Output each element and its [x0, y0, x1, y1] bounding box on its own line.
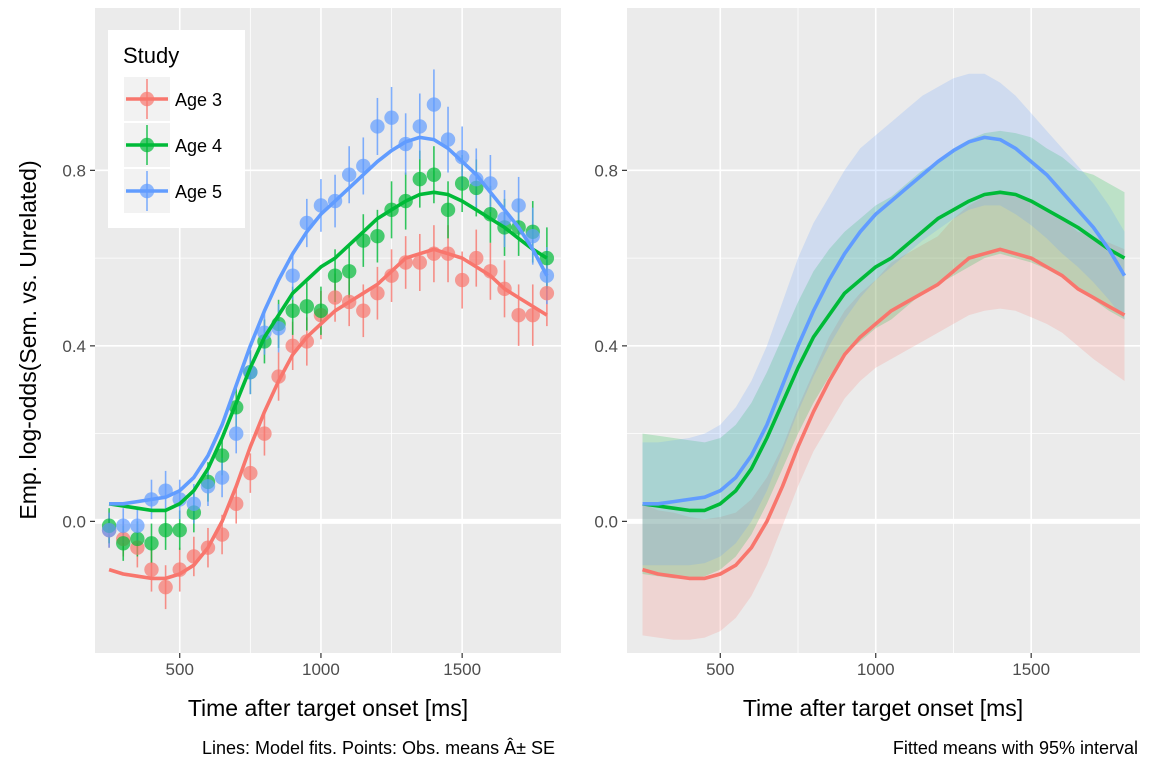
point-age-4 [426, 167, 442, 182]
point-age-5 [101, 522, 117, 538]
point-age-5 [116, 518, 131, 533]
right-x-tick-label: 500 [706, 660, 734, 679]
fitted-mean-line-age-3 [642, 247, 1126, 581]
legend-label-age-3: Age 3 [175, 90, 222, 110]
left-x-tick-label: 1000 [302, 660, 340, 679]
point-age-3 [539, 286, 555, 301]
legend-label-age-4: Age 4 [175, 136, 222, 156]
fit-line-age-3 [108, 247, 548, 581]
point-age-3 [469, 250, 484, 266]
point-age-4 [327, 268, 343, 283]
point-age-5 [454, 149, 470, 165]
left-fit-lines [108, 135, 549, 581]
left-x-tick-label: 500 [166, 660, 194, 679]
point-age-4 [313, 303, 329, 318]
left-x-tick-labels: 500 1000 1500 [166, 653, 481, 679]
point-age-4 [299, 299, 315, 314]
point-age-5 [469, 171, 484, 187]
legend-point-age-3 [139, 91, 155, 107]
point-age-5 [440, 132, 456, 147]
point-age-5 [130, 518, 145, 533]
point-age-3 [398, 255, 413, 270]
ci-ribbon-age-4 [642, 130, 1125, 579]
right-panel-background [627, 8, 1140, 653]
point-age-3 [229, 496, 244, 512]
right-caption: Fitted means with 95% interval [893, 738, 1138, 758]
point-age-4 [130, 531, 145, 547]
right-y-tick-label: 0.4 [594, 337, 618, 356]
left-y-tick-labels: 0.0 0.4 0.8 [62, 161, 95, 531]
point-age-5 [172, 492, 187, 507]
right-fit-lines [642, 135, 1127, 581]
left-points [101, 97, 555, 595]
legend-point-age-4 [139, 137, 155, 153]
right-x-tick-label: 1500 [1012, 660, 1050, 679]
point-age-3 [356, 303, 371, 318]
right-panel: 0.0 0.4 0.8 500 1000 1500 Time after target … [594, 8, 1140, 758]
right-x-axis-title: Time after target onset [ms] [743, 695, 1023, 721]
point-age-5 [285, 268, 300, 283]
point-age-4 [440, 202, 456, 218]
legend: Study Age 3 Age 4 Age 5 [108, 30, 245, 228]
left-x-axis-title: Time after target onset [ms] [188, 695, 468, 721]
point-age-5 [341, 167, 357, 182]
point-age-4 [172, 522, 187, 538]
point-age-4 [158, 522, 173, 538]
point-age-4 [341, 264, 357, 279]
legend-title: Study [123, 43, 179, 68]
point-age-3 [370, 286, 385, 301]
point-age-4 [412, 171, 427, 187]
right-y-tick-label: 0.8 [594, 161, 618, 180]
left-y-tick-label: 0.4 [62, 337, 86, 356]
point-age-3 [511, 307, 526, 323]
point-age-4 [116, 536, 131, 551]
point-age-3 [412, 255, 427, 270]
point-age-5 [200, 479, 216, 494]
right-x-tick-label: 1000 [857, 660, 895, 679]
fitted-mean-line-age-5 [642, 135, 1127, 506]
point-age-5 [370, 119, 385, 134]
point-age-3 [525, 307, 540, 323]
left-x-tick-label: 1500 [443, 660, 481, 679]
right-y-tick-labels: 0.0 0.4 0.8 [594, 161, 627, 531]
point-age-5 [426, 97, 442, 112]
point-age-5 [186, 496, 202, 512]
point-age-3 [144, 562, 159, 577]
point-age-5 [384, 110, 399, 125]
point-age-4 [144, 536, 159, 551]
right-gridlines [627, 8, 1140, 653]
point-age-3 [327, 290, 343, 305]
fitted-mean-line-age-4 [642, 190, 1126, 513]
left-panel: 0.0 0.4 0.8 500 1000 1500 Time after target … [15, 8, 561, 758]
right-y-tick-label: 0.0 [594, 512, 618, 531]
point-age-5 [271, 321, 286, 336]
point-age-4 [285, 303, 300, 318]
fit-line-age-4 [108, 190, 548, 513]
point-age-4 [214, 448, 230, 463]
point-age-5 [412, 119, 427, 134]
point-age-3 [257, 426, 272, 441]
fit-line-age-5 [109, 135, 549, 506]
point-age-3 [454, 272, 470, 288]
point-age-3 [158, 579, 173, 595]
point-age-4 [370, 228, 385, 244]
left-y-axis-title: Emp. log-odds(Sem. vs. Unrelated) [15, 160, 41, 519]
left-caption: Lines: Model fits. Points: Obs. means Â±… [202, 738, 555, 758]
point-age-3 [243, 465, 258, 481]
right-x-tick-labels: 500 1000 1500 [706, 653, 1050, 679]
point-age-3 [384, 268, 399, 283]
point-age-5 [229, 426, 244, 441]
point-age-5 [525, 228, 540, 244]
point-age-4 [454, 176, 470, 191]
point-age-3 [299, 334, 315, 349]
legend-keys: Age 3 Age 4 Age 5 [124, 77, 222, 213]
legend-label-age-5: Age 5 [175, 182, 222, 202]
left-y-tick-label: 0.0 [62, 512, 86, 531]
legend-point-age-5 [139, 183, 155, 199]
point-age-5 [214, 470, 230, 485]
left-y-tick-label: 0.8 [62, 161, 86, 180]
point-age-5 [511, 198, 526, 213]
